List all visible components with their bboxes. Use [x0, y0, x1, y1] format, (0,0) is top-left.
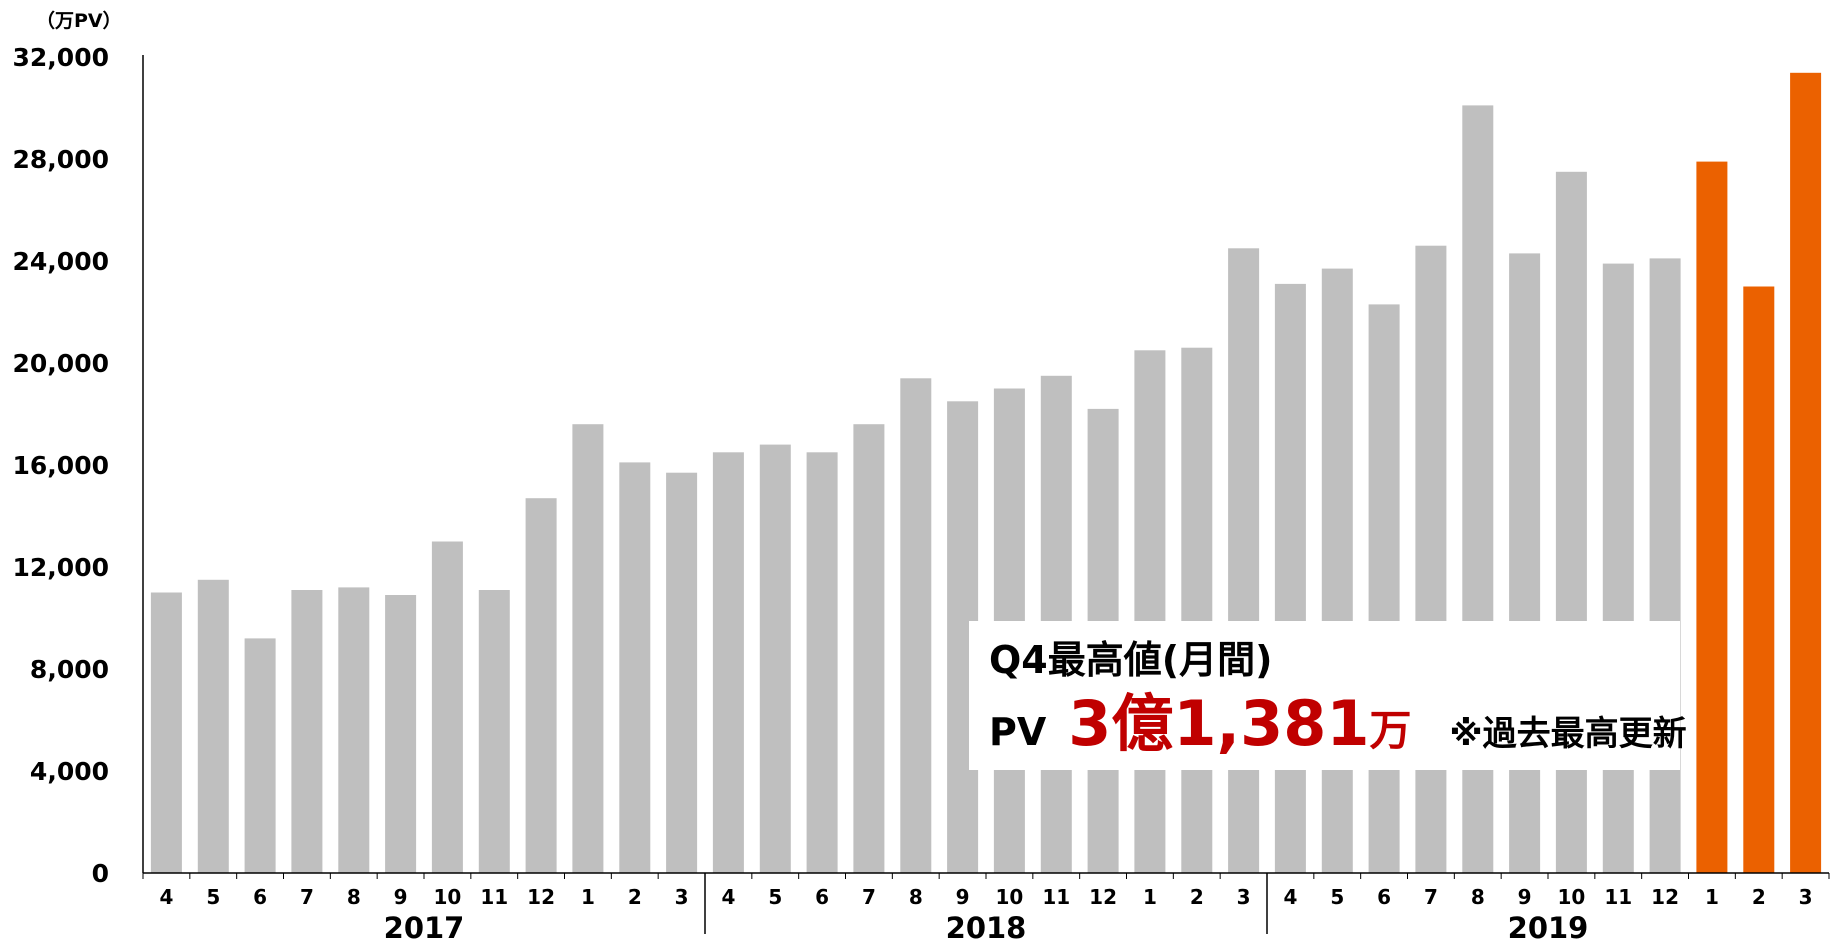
y-tick-label: 4,000	[30, 757, 109, 786]
x-tick-label: 11	[1042, 885, 1070, 909]
bar	[619, 462, 651, 873]
x-tick-label: 4	[721, 885, 735, 909]
callout-value-oku: 3億	[1068, 693, 1173, 755]
x-tick-label: 6	[253, 885, 267, 909]
x-tick-label: 8	[347, 885, 361, 909]
bar	[431, 541, 463, 873]
bar	[338, 587, 370, 873]
x-tick-label: 8	[909, 885, 923, 909]
x-tick-label: 12	[1651, 885, 1679, 909]
bar	[1602, 263, 1634, 874]
x-tick-label: 10	[433, 885, 461, 909]
year-labels: 2017 2018 2019	[384, 911, 1589, 945]
bar	[1181, 347, 1213, 873]
x-tick-labels: 4 5 6 7 8 9 10 11 12 1 2 3 4 5 6 7 8 9 10 11 12 1 2 3 4 5 6 7 8 9 10 11…	[159, 885, 1812, 909]
bar	[712, 452, 744, 874]
bar	[478, 590, 510, 873]
year-label: 2019	[1508, 911, 1589, 945]
x-tick-label: 9	[394, 885, 408, 909]
x-tick-label: 1	[1143, 885, 1157, 909]
bar	[385, 595, 417, 873]
bar	[900, 378, 932, 873]
bar	[291, 590, 323, 873]
bars-group	[150, 72, 1822, 874]
x-tick-label: 2	[1190, 885, 1204, 909]
bar	[1415, 245, 1447, 873]
axes-group	[142, 55, 1830, 934]
year-label: 2017	[384, 911, 465, 945]
x-tick-label: 1	[1705, 885, 1719, 909]
bar	[1134, 350, 1166, 874]
x-tick-label: 2	[628, 885, 642, 909]
x-tick-label: 9	[956, 885, 970, 909]
y-tick-label: 0	[92, 859, 109, 888]
bar	[1790, 72, 1822, 874]
callout-prefix: PV	[989, 710, 1047, 754]
y-tick-label: 16,000	[13, 451, 109, 480]
callout-box: Q4最高値(月間) PV 3億 1,381 万 ※過去最高更新	[969, 621, 1687, 770]
bar	[572, 424, 604, 873]
callout-note: ※過去最高更新	[1449, 714, 1687, 754]
bar	[1368, 304, 1400, 873]
bar	[1696, 161, 1728, 874]
x-tick-label: 1	[581, 885, 595, 909]
x-tick-label: 8	[1471, 885, 1485, 909]
x-tick-label: 12	[527, 885, 555, 909]
x-tick-label: 5	[1330, 885, 1344, 909]
x-tick-label: 4	[1283, 885, 1297, 909]
y-tick-label: 28,000	[13, 145, 109, 174]
y-tick-label: 8,000	[30, 655, 109, 684]
callout-value-unit: 万	[1369, 706, 1412, 755]
x-tick-label: 10	[1557, 885, 1585, 909]
bar	[1743, 286, 1775, 873]
bar	[1509, 253, 1541, 873]
callout-value-line: PV 3億 1,381 万 ※過去最高更新	[989, 687, 1687, 760]
x-tick-label: 6	[815, 885, 829, 909]
x-tick-label: 3	[675, 885, 689, 909]
bar	[244, 638, 276, 873]
x-tick-label: 7	[1424, 885, 1438, 909]
bar	[1649, 258, 1681, 873]
bar	[759, 444, 791, 873]
y-tick-label: 12,000	[13, 553, 109, 582]
x-tick-label: 2	[1752, 885, 1766, 909]
bar	[853, 424, 885, 873]
x-tick-label: 7	[300, 885, 314, 909]
bar	[1274, 283, 1306, 873]
year-label: 2018	[946, 911, 1027, 945]
bar	[666, 472, 698, 873]
bar	[150, 592, 182, 873]
x-tick-label: 6	[1377, 885, 1391, 909]
y-tick-labels: 0 4,000 8,000 12,000 16,000 20,000 24,000 28,00…	[13, 43, 109, 888]
x-tick-label: 11	[1604, 885, 1632, 909]
callout-title: Q4最高値(月間)	[989, 638, 1273, 682]
x-tick-label: 10	[995, 885, 1023, 909]
x-tick-label: 12	[1089, 885, 1117, 909]
x-tick-label: 3	[1799, 885, 1813, 909]
x-tick-label: 5	[206, 885, 220, 909]
bar	[525, 498, 557, 873]
x-tick-label: 3	[1237, 885, 1251, 909]
bar	[1228, 248, 1260, 874]
bar	[1321, 268, 1353, 874]
x-tick-label: 4	[159, 885, 173, 909]
x-tick-label: 7	[862, 885, 876, 909]
x-tick-label: 11	[480, 885, 508, 909]
x-tick-label: 5	[768, 885, 782, 909]
y-unit-label: （万PV）	[36, 10, 122, 32]
y-tick-label: 20,000	[13, 349, 109, 378]
y-tick-label: 24,000	[13, 247, 109, 276]
x-tick-label: 9	[1518, 885, 1532, 909]
bar	[806, 452, 838, 874]
callout-value-part1: 3億	[1068, 687, 1174, 760]
y-tick-label: 32,000	[13, 43, 109, 72]
callout-value-number: 1,381	[1173, 687, 1370, 760]
bar	[197, 579, 229, 874]
